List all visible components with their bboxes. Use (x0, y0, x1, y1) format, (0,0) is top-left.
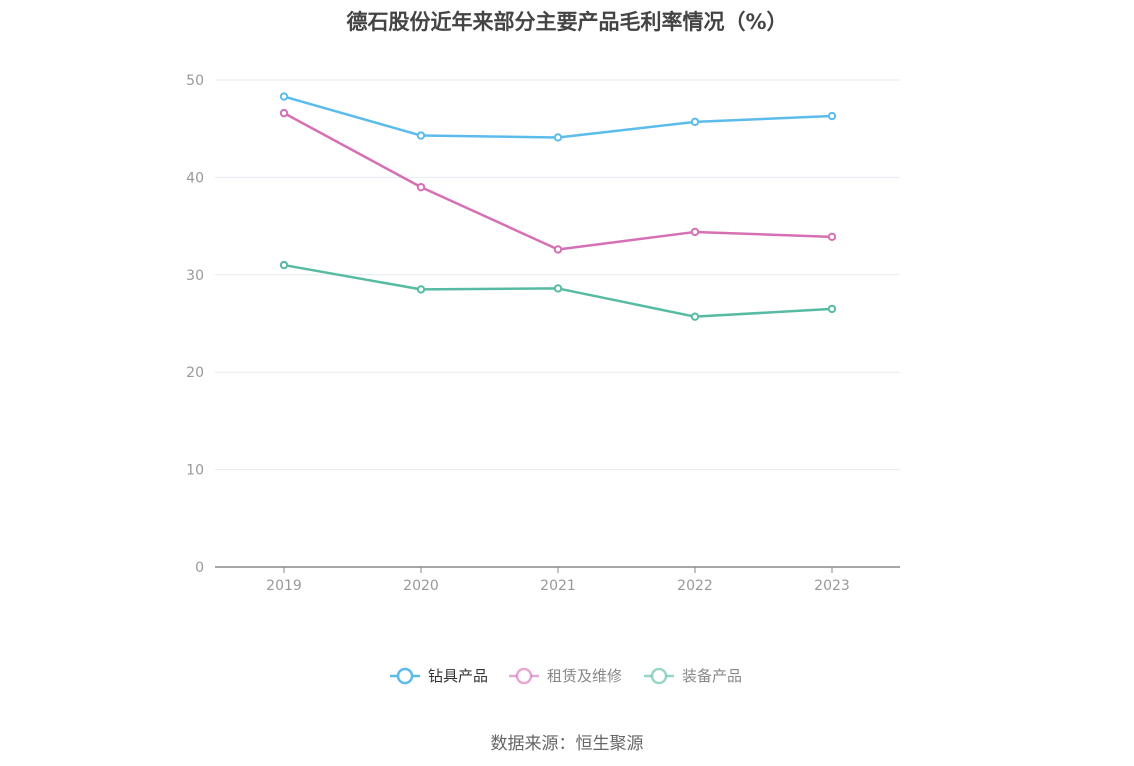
x-tick-label: 2023 (814, 578, 850, 594)
x-tick-label: 2021 (540, 578, 576, 594)
y-tick-label: 50 (186, 73, 204, 89)
data-point[interactable] (279, 108, 289, 118)
grid-lines (215, 79, 900, 471)
legend-marker-icon (396, 667, 414, 685)
data-point[interactable] (416, 131, 426, 140)
legend-label: 租赁及维修 (547, 667, 622, 685)
legend-marker-icon (650, 667, 668, 685)
data-point[interactable] (827, 232, 837, 242)
data-source-note: 数据来源：恒生聚源 (490, 734, 644, 754)
data-point[interactable] (553, 245, 563, 254)
series-2 (279, 108, 837, 254)
data-point[interactable] (690, 117, 700, 127)
legend-label: 钻具产品 (428, 667, 488, 685)
data-point[interactable] (690, 227, 700, 237)
data-point[interactable] (553, 284, 563, 293)
series-lines (279, 92, 837, 321)
data-point[interactable] (416, 182, 426, 192)
y-axis: 0 10 20 30 40 50 (186, 73, 204, 576)
y-tick-label: 20 (186, 365, 204, 381)
chart-title: 德石股份近年来部分主要产品毛利率情况（%） (346, 10, 788, 34)
data-point[interactable] (827, 304, 837, 314)
legend-item-2[interactable]: 租赁及维修 (509, 667, 622, 685)
legend-label: 装备产品 (682, 667, 742, 685)
legend-item-1[interactable]: 钻具产品 (390, 667, 488, 685)
data-point[interactable] (279, 260, 289, 270)
x-axis: 2019 2020 2021 2022 2023 (215, 566, 900, 594)
data-point[interactable] (690, 312, 700, 321)
y-tick-label: 40 (186, 170, 204, 186)
y-tick-label: 30 (186, 268, 204, 284)
series-line (283, 95, 833, 139)
x-tick-label: 2019 (266, 578, 302, 594)
data-point[interactable] (416, 285, 426, 294)
series-3 (279, 260, 837, 321)
data-point[interactable] (279, 92, 289, 101)
x-tick-label: 2020 (403, 578, 439, 594)
legend-item-3[interactable]: 装备产品 (644, 667, 742, 685)
y-tick-label: 0 (195, 560, 204, 576)
data-point[interactable] (827, 111, 837, 121)
legend: 钻具产品 租赁及维修 装备产品 (390, 667, 742, 685)
data-point[interactable] (553, 133, 563, 142)
legend-marker-icon (515, 667, 533, 685)
x-tick-label: 2022 (677, 578, 713, 594)
series-1 (279, 92, 837, 142)
y-tick-label: 10 (186, 463, 204, 479)
